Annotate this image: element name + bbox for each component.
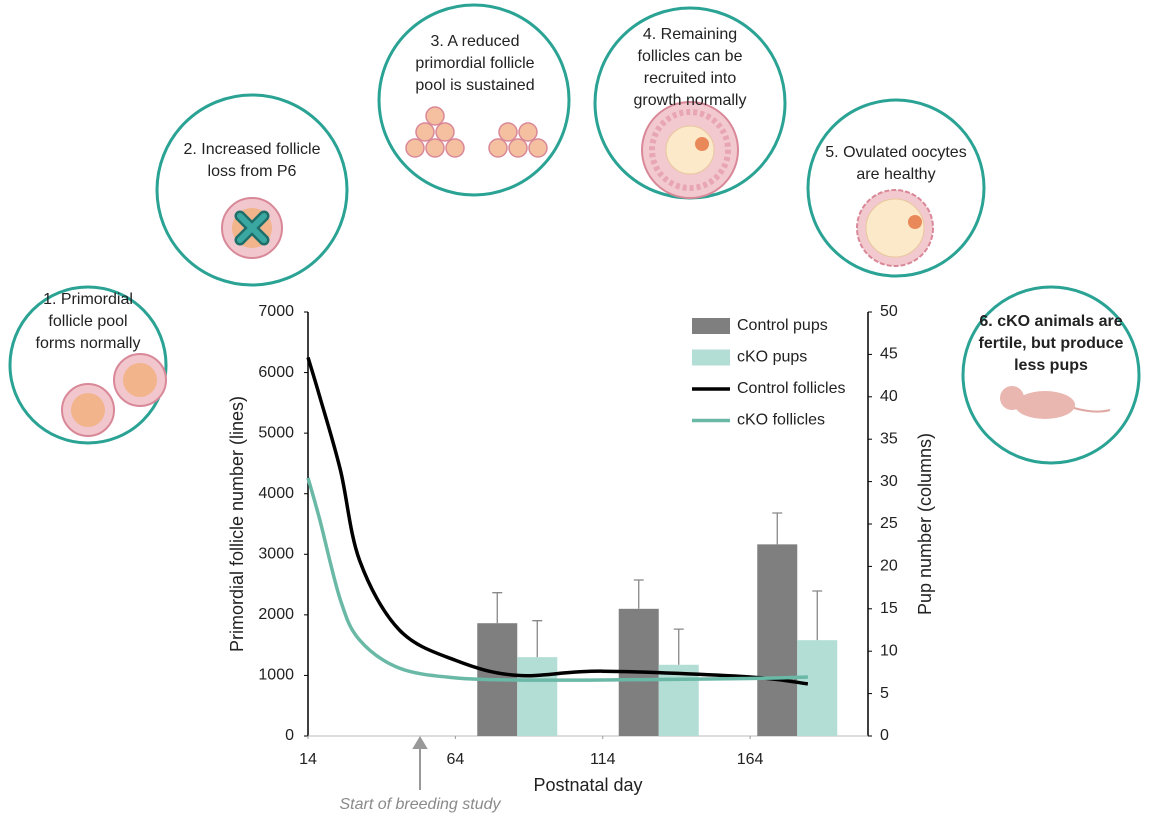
step-text: 3. A reduced	[431, 33, 520, 50]
y2-tick-label: 15	[880, 600, 898, 617]
step-text: fertile, but produce	[979, 335, 1124, 352]
step-text: 6. cKO animals are	[979, 313, 1122, 330]
error-bar	[634, 580, 644, 609]
step-text: forms normally	[36, 335, 141, 352]
legend-label: Control follicles	[737, 380, 845, 397]
y2-tick-label: 35	[880, 430, 898, 447]
step-text: pool is sustained	[415, 77, 534, 94]
plot: 0 1000 2000 3000 4000 5000 6000 7000 0 5 10 15 20 25 3…	[227, 303, 935, 813]
legend-label: cKO follicles	[737, 412, 825, 429]
bar	[797, 640, 837, 736]
y2-tick-label: 45	[880, 346, 898, 363]
legend-swatch	[692, 318, 730, 334]
x-tick-label: 14	[299, 751, 317, 768]
legend-swatch	[692, 350, 730, 366]
pup-icon	[1000, 386, 1110, 419]
follicle-icon	[62, 354, 166, 436]
legend-label: cKO pups	[737, 349, 807, 366]
y2-tick-label: 50	[880, 303, 898, 320]
x-tick-label: 114	[590, 751, 616, 768]
growing-follicle-icon	[642, 102, 738, 198]
y2-tick-label: 10	[880, 642, 898, 659]
lost-follicle-icon	[222, 198, 282, 258]
y-tick-label: 5000	[258, 424, 294, 441]
y2-tick-label: 0	[880, 727, 889, 744]
oocyte-icon	[857, 190, 933, 266]
error-bar	[772, 513, 782, 544]
legend-label: Control pups	[737, 317, 828, 334]
bar	[757, 544, 797, 736]
y2-tick-label: 5	[880, 685, 889, 702]
y2-axis-title: Pup number (columns)	[915, 433, 935, 615]
line	[308, 478, 808, 680]
step-text: follicles can be	[638, 48, 743, 65]
figure: 0 1000 2000 3000 4000 5000 6000 7000 0 5 10 15 20 25 3…	[0, 0, 1151, 817]
y-tick-label: 0	[285, 727, 294, 744]
step-text: recruited into	[644, 70, 737, 87]
x-axis-title: Postnatal day	[533, 775, 642, 795]
line	[308, 357, 808, 683]
y-tick-label: 6000	[258, 364, 294, 381]
y-tick-label: 2000	[258, 606, 294, 623]
error-bar	[812, 591, 822, 640]
step-text: primordial follicle	[415, 55, 534, 72]
step-text: 2. Increased follicle	[184, 141, 321, 158]
y-tick-label: 1000	[258, 667, 294, 684]
small-follicles-icon	[406, 107, 547, 157]
y-axis-title: Primordial follicle number (lines)	[227, 396, 247, 652]
annotation-arrow	[414, 738, 426, 790]
y-tick-label: 3000	[258, 546, 294, 563]
step-text: follicle pool	[48, 313, 127, 330]
y2-tick-label: 25	[880, 515, 898, 532]
step-text: growth normally	[634, 92, 747, 109]
y-tick-label: 7000	[258, 303, 294, 320]
step-text: 1. Primordial	[43, 291, 133, 308]
step-text: less pups	[1014, 357, 1088, 374]
step-text: 4. Remaining	[643, 26, 737, 43]
illustrations	[10, 5, 1139, 463]
step-text: loss from P6	[208, 163, 297, 180]
y-tick-label: 4000	[258, 485, 294, 502]
error-bar	[532, 621, 542, 657]
y2-tick-label: 30	[880, 473, 898, 490]
y2-tick-label: 40	[880, 388, 898, 405]
error-bar	[674, 629, 684, 665]
x-tick-label: 164	[737, 751, 764, 768]
step-text: are healthy	[856, 166, 935, 183]
y2-tick-label: 20	[880, 558, 898, 575]
error-bar	[492, 593, 502, 624]
bar	[517, 657, 557, 736]
x-tick-label: 64	[446, 751, 464, 768]
annotation: Start of breeding study	[340, 796, 502, 813]
step-text: 5. Ovulated oocytes	[825, 144, 966, 161]
